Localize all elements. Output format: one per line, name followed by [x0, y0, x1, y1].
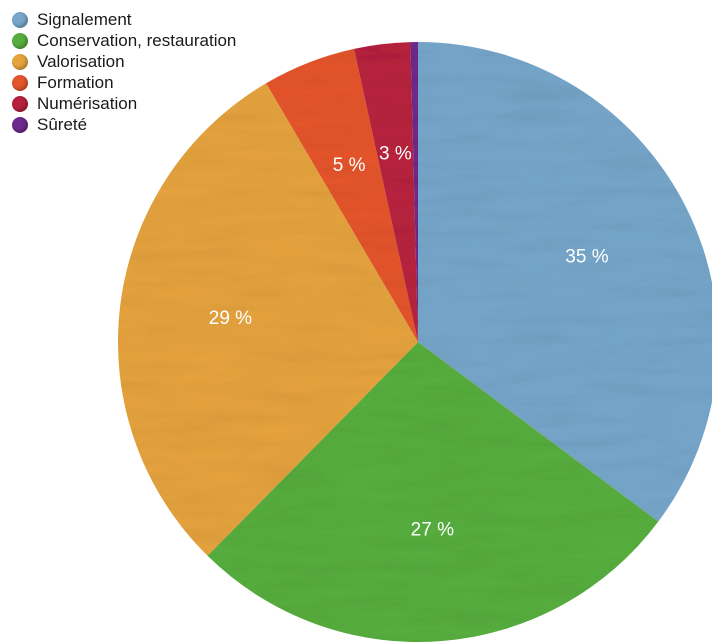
slice-conservation-restauration: [207, 342, 659, 642]
legend-swatch-signalement: [12, 11, 28, 28]
legend-label-surete: Sûreté: [37, 114, 88, 134]
legend-swatch-valorisation: [12, 53, 28, 70]
legend-label-numerisation: Numérisation: [37, 93, 138, 113]
legend-item-formation: Formation: [12, 72, 236, 93]
legend-swatch-conservation: [12, 32, 28, 49]
value-label-valorisation: 29 %: [209, 308, 252, 329]
legend-item-conservation: Conservation, restauration: [12, 30, 236, 51]
pie-slices: [118, 42, 712, 642]
value-label-numerisation: 3 %: [379, 143, 412, 164]
legend-swatch-formation: [12, 74, 28, 91]
slice-numerisation: [354, 42, 418, 343]
slice-signalement: [418, 42, 712, 522]
slice-surete: [410, 42, 418, 342]
legend-label-formation: Formation: [37, 72, 114, 92]
slice-formation: [266, 48, 418, 342]
legend-swatch-surete: [12, 116, 28, 133]
legend-item-numerisation: Numérisation: [12, 93, 236, 114]
legend-label-valorisation: Valorisation: [37, 51, 125, 71]
value-label-conservation-restauration: 27 %: [411, 519, 454, 540]
legend-swatch-numerisation: [12, 95, 28, 112]
legend-item-surete: Sûreté: [12, 114, 236, 135]
value-label-formation: 5 %: [333, 155, 366, 176]
legend-label-conservation: Conservation, restauration: [37, 30, 237, 50]
slice-valorisation: [118, 83, 419, 556]
legend: Signalement Conservation, restauration V…: [12, 9, 236, 135]
value-label-signalement: 35 %: [565, 246, 608, 267]
legend-label-signalement: Signalement: [37, 9, 132, 29]
pie-labels: 35 % 27 % 29 % 5 % 3 %: [209, 143, 609, 540]
legend-item-signalement: Signalement: [12, 9, 236, 30]
legend-item-valorisation: Valorisation: [12, 51, 236, 72]
